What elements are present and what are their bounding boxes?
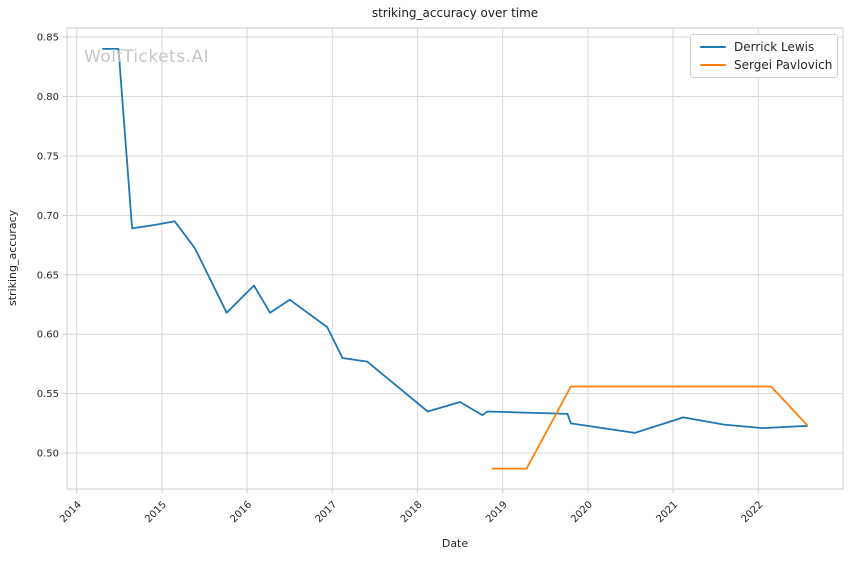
plot-spines bbox=[66, 27, 844, 490]
series-line-derrick-lewis bbox=[102, 48, 808, 434]
watermark: WolfTickets.AI bbox=[84, 47, 210, 67]
y-tick-label: 0.65 bbox=[37, 270, 59, 281]
x-axis-label: Date bbox=[441, 537, 469, 550]
legend-line-swatch-sergei-pavlovich bbox=[700, 63, 726, 67]
legend: Derrick Lewis Sergei Pavlovich bbox=[690, 34, 838, 78]
y-tick-label: 0.75 bbox=[37, 151, 59, 162]
x-tick-label: 2015 bbox=[143, 499, 169, 525]
legend-item-derrick-lewis: Derrick Lewis bbox=[700, 40, 828, 54]
y-tick-label: 0.55 bbox=[37, 389, 59, 400]
series-line-sergei-pavlovich bbox=[491, 385, 809, 470]
chart-title: striking_accuracy over time bbox=[371, 6, 539, 20]
x-tick-label: 2018 bbox=[399, 499, 425, 525]
y-tick-label: 0.85 bbox=[37, 33, 59, 44]
x-tick-label: 2014 bbox=[58, 499, 84, 525]
legend-label-sergei-pavlovich: Sergei Pavlovich bbox=[734, 58, 833, 72]
legend-label-derrick-lewis: Derrick Lewis bbox=[734, 40, 815, 54]
x-tick-label: 2020 bbox=[569, 499, 595, 525]
x-tick-label: 2019 bbox=[484, 499, 510, 525]
y-tick-label: 0.70 bbox=[37, 211, 59, 222]
legend-item-sergei-pavlovich: Sergei Pavlovich bbox=[700, 58, 832, 72]
y-tick-label: 0.80 bbox=[37, 92, 59, 103]
legend-line-swatch-derrick-lewis bbox=[700, 45, 726, 49]
x-tick-label: 2021 bbox=[654, 499, 680, 525]
y-tick-label: 0.60 bbox=[37, 330, 59, 341]
y-tick-label: 0.50 bbox=[37, 449, 59, 460]
x-tick-label: 2022 bbox=[740, 499, 766, 525]
x-tick-label: 2017 bbox=[314, 499, 340, 525]
x-tick-label: 2016 bbox=[228, 499, 254, 525]
y-axis-label: striking_accuracy bbox=[6, 209, 19, 307]
